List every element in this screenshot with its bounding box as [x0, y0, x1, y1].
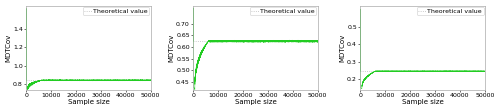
X-axis label: Sample size: Sample size — [68, 99, 110, 105]
Y-axis label: MDTCov: MDTCov — [340, 33, 345, 62]
Legend: Theoretical value: Theoretical value — [250, 7, 316, 15]
Legend: Theoretical value: Theoretical value — [416, 7, 484, 15]
Y-axis label: MDTCov: MDTCov — [168, 33, 174, 62]
Legend: Theoretical value: Theoretical value — [82, 7, 150, 15]
X-axis label: Sample size: Sample size — [234, 99, 277, 105]
X-axis label: Sample size: Sample size — [402, 99, 444, 105]
Y-axis label: MDTCov: MDTCov — [6, 33, 12, 62]
